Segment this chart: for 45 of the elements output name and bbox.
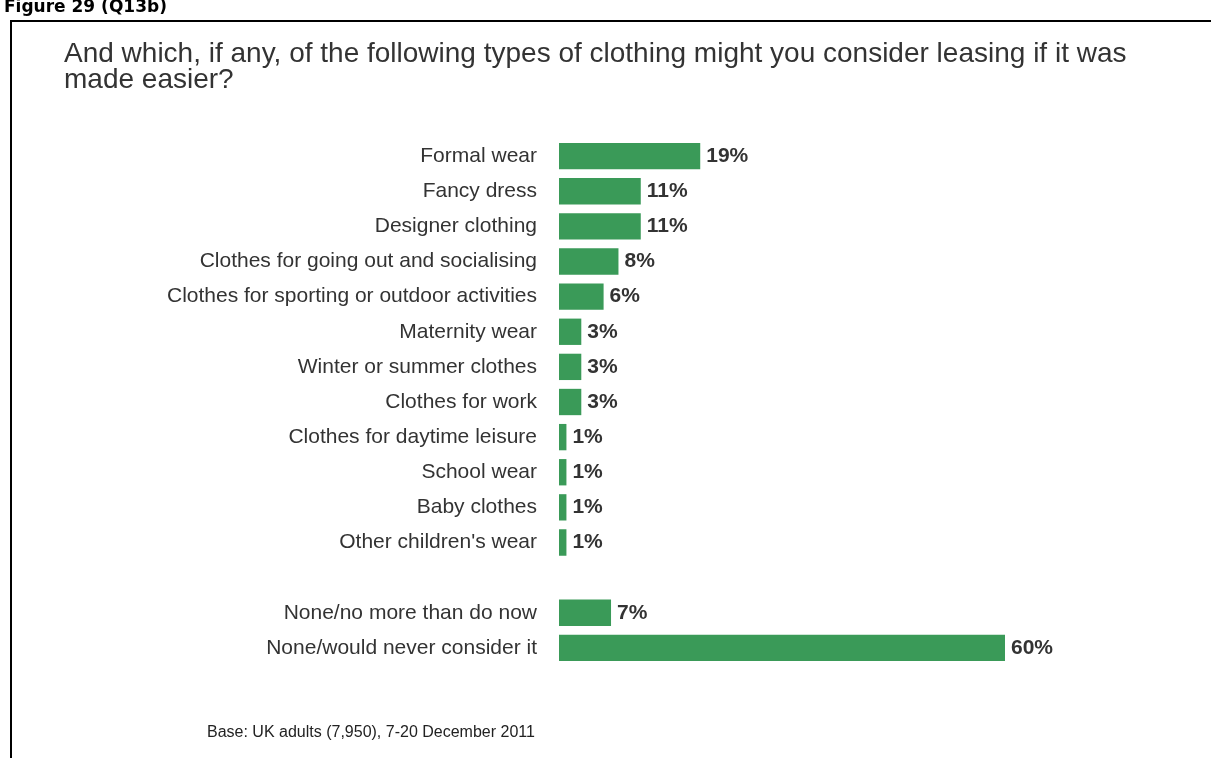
bar xyxy=(559,529,567,556)
bar xyxy=(559,318,582,345)
y-tick-label: Other children's wear xyxy=(339,529,537,553)
data-label: 3% xyxy=(587,318,618,342)
bar xyxy=(559,634,1005,662)
y-tick-label: School wear xyxy=(421,459,538,483)
y-tick-label: None/would never consider it xyxy=(266,634,538,658)
y-tick-label: Baby clothes xyxy=(416,494,537,518)
y-tick-label: Fancy dress xyxy=(422,178,537,202)
bar xyxy=(559,142,701,170)
y-tick-label: Clothes for going out and socialising xyxy=(199,248,537,272)
y-tick-label: Clothes for sporting or outdoor activities xyxy=(166,283,537,307)
text: Base: UK adults (7,950), 7-20 December 2011 xyxy=(207,723,535,741)
caption: Figure 29 (Q13b) xyxy=(4,0,167,16)
bar xyxy=(559,213,641,240)
data-label: 1% xyxy=(572,459,604,483)
bar xyxy=(559,178,641,205)
data-label: 8% xyxy=(624,248,656,272)
data-label: 11% xyxy=(646,213,688,237)
data-label: 3% xyxy=(587,353,618,377)
data-label: 1% xyxy=(572,529,604,553)
chart-title: And which, if any, of the following types of clothing might you consider leasing if it was made easier? xyxy=(64,37,1128,94)
y-tick-label: Formal wear xyxy=(420,142,537,166)
y-tick-label: None/no more than do now xyxy=(283,599,538,623)
y-tick-label: Clothes for daytime leisure xyxy=(288,423,537,447)
y-tick-label: Maternity wear xyxy=(399,318,537,342)
bar xyxy=(559,494,567,521)
bar xyxy=(559,248,619,275)
data-label: 11% xyxy=(646,178,688,202)
y-tick-label: Clothes for work xyxy=(385,388,538,412)
data-label: 1% xyxy=(572,494,604,518)
data-label: 7% xyxy=(617,599,648,623)
bar xyxy=(559,283,604,310)
bar xyxy=(559,423,567,451)
bar xyxy=(559,388,582,416)
bar xyxy=(559,353,582,381)
bar xyxy=(559,599,612,626)
data-label: 3% xyxy=(587,388,618,412)
data-label: 6% xyxy=(609,283,641,307)
bar xyxy=(559,459,567,486)
y-tick-label: Designer clothing xyxy=(374,213,537,237)
data-label: 19% xyxy=(706,142,749,166)
data-label: 1% xyxy=(572,423,604,447)
y-tick-label: Winter or summer clothes xyxy=(297,353,537,377)
data-label: 60% xyxy=(1011,634,1054,658)
